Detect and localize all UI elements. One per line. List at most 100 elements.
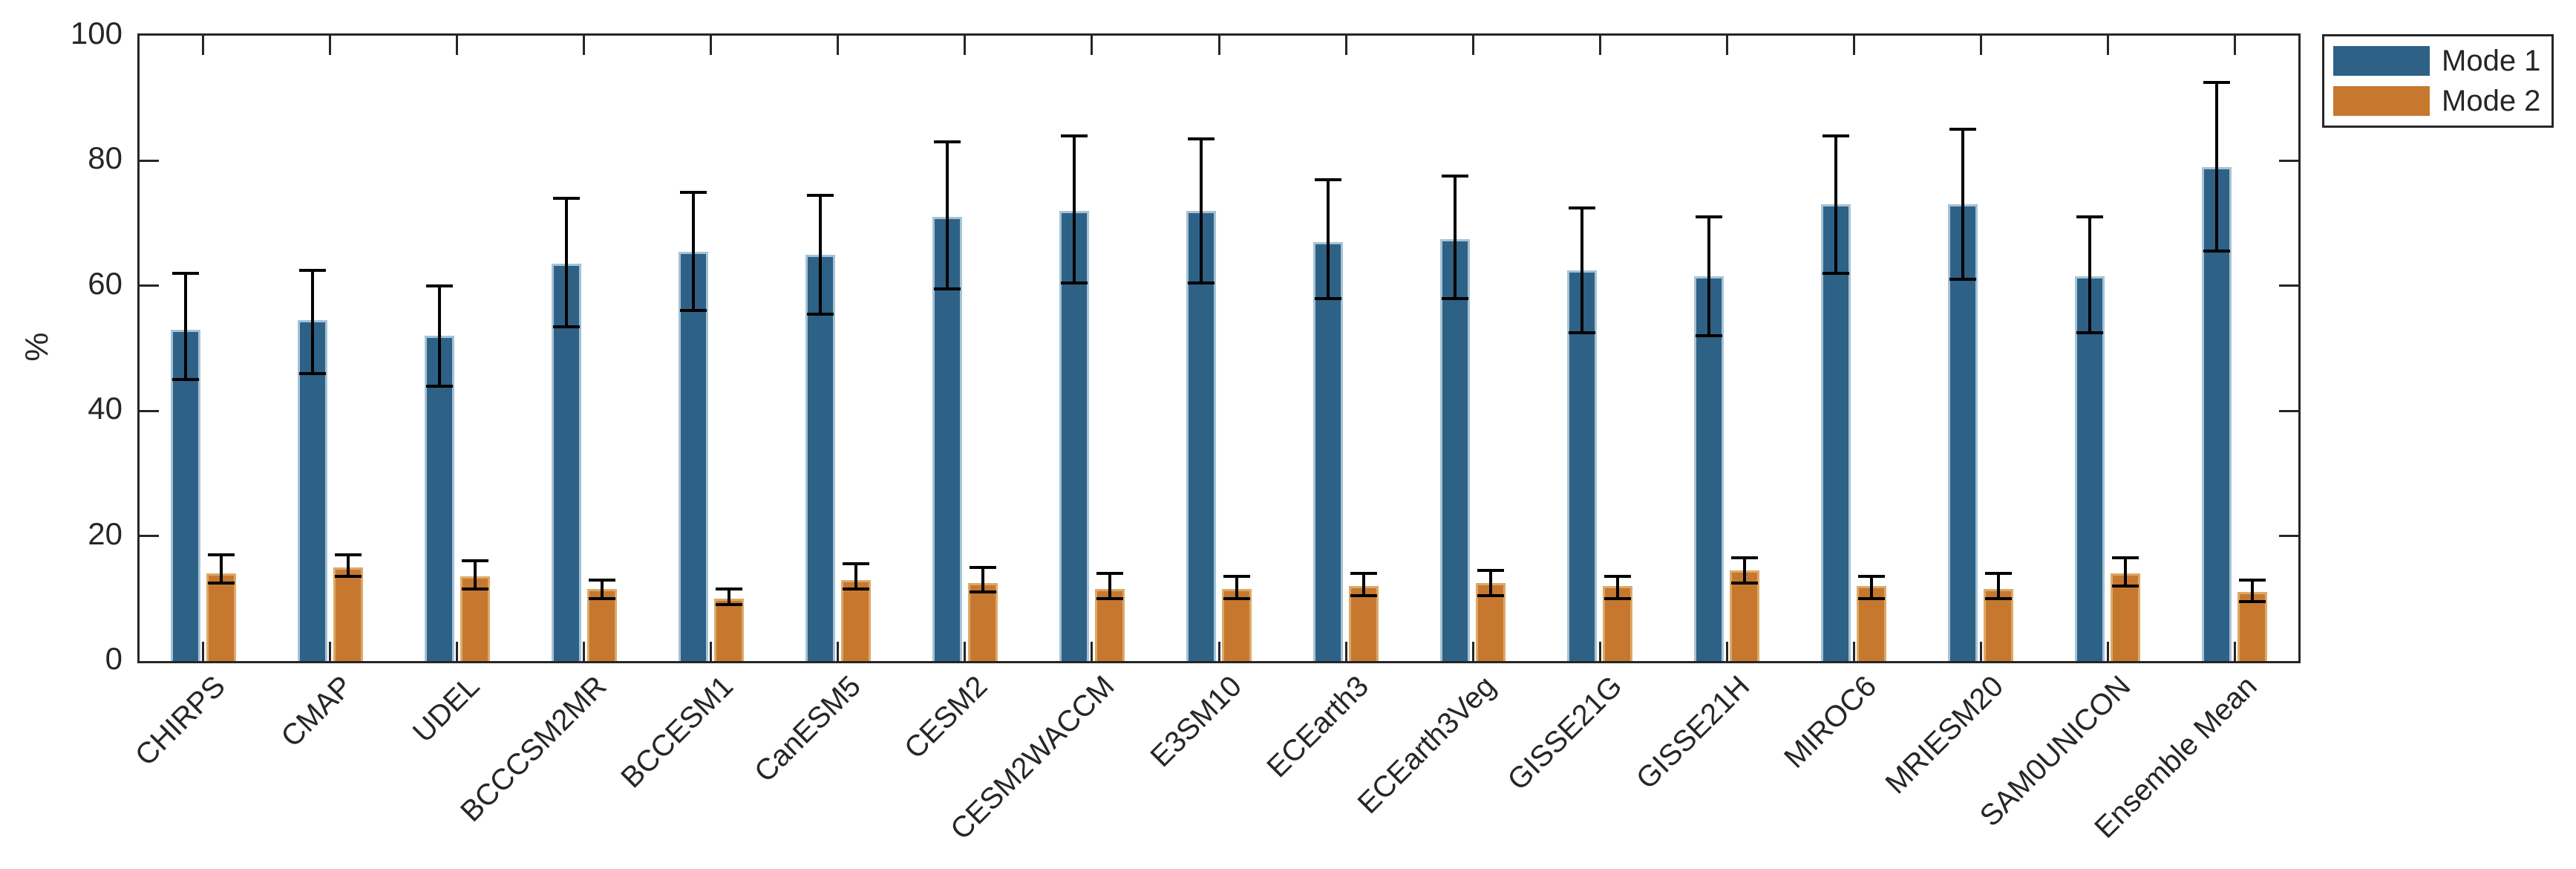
y-tick-label: 80	[88, 140, 122, 176]
error-bar	[1580, 207, 1584, 333]
x-tick	[1091, 36, 1094, 55]
bar-mode1	[1567, 270, 1598, 661]
x-tick	[2233, 36, 2236, 55]
error-bar	[1327, 179, 1330, 299]
error-bar-cap-bottom	[2203, 250, 2231, 253]
error-bar	[727, 589, 730, 605]
x-tick	[583, 36, 586, 55]
x-tick	[1344, 642, 1347, 661]
error-bar-cap-bottom	[969, 590, 996, 594]
error-bar-cap-bottom	[334, 575, 362, 579]
x-tick	[1852, 642, 1855, 661]
error-bar-cap-top	[425, 284, 453, 287]
error-bar-cap-top	[1823, 134, 1850, 137]
legend: Mode 1 Mode 2	[2322, 34, 2554, 128]
error-bar-cap-bottom	[1985, 596, 2013, 600]
error-bar-cap-bottom	[2239, 600, 2266, 603]
bar-mode1	[1440, 238, 1471, 661]
x-tick	[456, 36, 459, 55]
error-bar-cap-bottom	[171, 378, 199, 382]
error-bar-cap-bottom	[552, 325, 580, 328]
x-tick	[583, 642, 586, 661]
error-bar	[2251, 579, 2255, 602]
error-bar-cap-top	[588, 578, 615, 582]
error-bar-cap-top	[1188, 137, 1215, 140]
x-tick	[1217, 36, 1220, 55]
y-tick	[140, 159, 159, 162]
error-bar	[1616, 576, 1620, 599]
error-bar-cap-bottom	[1858, 596, 1886, 600]
y-tick-label: 60	[88, 265, 122, 301]
x-tick	[456, 642, 459, 661]
error-bar-cap-top	[1604, 575, 1632, 579]
bar-mode2	[967, 582, 998, 661]
error-bar	[473, 561, 477, 590]
legend-swatch-mode1	[2333, 46, 2430, 77]
x-tick-label: UDEL	[406, 669, 486, 749]
y-tick	[2279, 159, 2298, 162]
bar-mode1	[805, 254, 835, 661]
error-bar-cap-top	[1442, 175, 1469, 178]
bar-mode1	[297, 320, 327, 661]
plot-area	[137, 33, 2301, 663]
error-bar-cap-top	[1949, 128, 1977, 131]
legend-swatch-mode2	[2333, 85, 2430, 116]
x-tick	[202, 36, 205, 55]
error-bar-cap-bottom	[1223, 596, 1250, 600]
error-bar-cap-bottom	[2112, 584, 2139, 588]
x-tick	[1725, 36, 1728, 55]
error-bar-cap-bottom	[1949, 278, 1977, 281]
y-tick-label: 20	[88, 515, 122, 551]
error-bar-cap-bottom	[1604, 596, 1632, 600]
error-bar-cap-bottom	[425, 384, 453, 388]
bar-mode2	[460, 576, 490, 661]
x-tick	[837, 36, 840, 55]
x-tick	[1725, 642, 1728, 661]
bar-mode1	[1059, 210, 1089, 661]
error-bar	[1108, 573, 1111, 599]
x-tick	[202, 642, 205, 661]
x-tick	[2233, 642, 2236, 661]
error-bar	[1707, 217, 1711, 336]
error-bar-cap-top	[933, 140, 961, 144]
error-bar	[310, 270, 314, 374]
x-tick-label: CanESM5	[748, 669, 867, 789]
error-bar-cap-bottom	[679, 309, 707, 313]
error-bar	[818, 195, 822, 314]
y-tick	[2279, 409, 2298, 412]
x-tick-label: MRIESM20	[1879, 669, 2010, 801]
error-bar-cap-top	[1350, 572, 1378, 576]
bar-mode2	[206, 573, 236, 661]
x-tick	[1852, 36, 1855, 55]
x-tick-label: CHIRPS	[129, 669, 232, 772]
error-bar	[1072, 135, 1076, 283]
x-tick	[964, 36, 967, 55]
error-bar-cap-top	[1858, 575, 1886, 579]
error-bar-cap-top	[1477, 568, 1505, 572]
error-bar	[1362, 573, 1366, 596]
error-bar-cap-top	[842, 562, 869, 566]
error-bar-cap-bottom	[1823, 271, 1850, 275]
error-bar-cap-top	[2203, 81, 2231, 85]
error-bar-cap-bottom	[933, 287, 961, 290]
bar-mode1	[932, 217, 962, 661]
x-tick	[1598, 36, 1601, 55]
error-bar-cap-bottom	[1696, 334, 1723, 338]
error-bar-cap-top	[1569, 206, 1596, 209]
error-bar-cap-top	[1696, 215, 1723, 219]
bar-mode2	[586, 589, 617, 661]
bar-mode1	[170, 329, 200, 661]
error-bar-cap-bottom	[1569, 331, 1596, 334]
bar-mode1	[1313, 241, 1344, 661]
x-tick-label: CESM2	[898, 669, 994, 766]
error-bar-cap-top	[2112, 556, 2139, 560]
bar-mode2	[1984, 589, 2014, 661]
error-bar-cap-bottom	[1315, 296, 1342, 300]
error-bar-cap-top	[461, 559, 488, 563]
error-bar-cap-bottom	[461, 588, 488, 591]
error-bar	[2124, 558, 2128, 586]
bar-mode2	[840, 579, 871, 661]
x-tick	[1217, 642, 1220, 661]
x-tick	[329, 642, 332, 661]
error-bar	[1961, 129, 1965, 280]
